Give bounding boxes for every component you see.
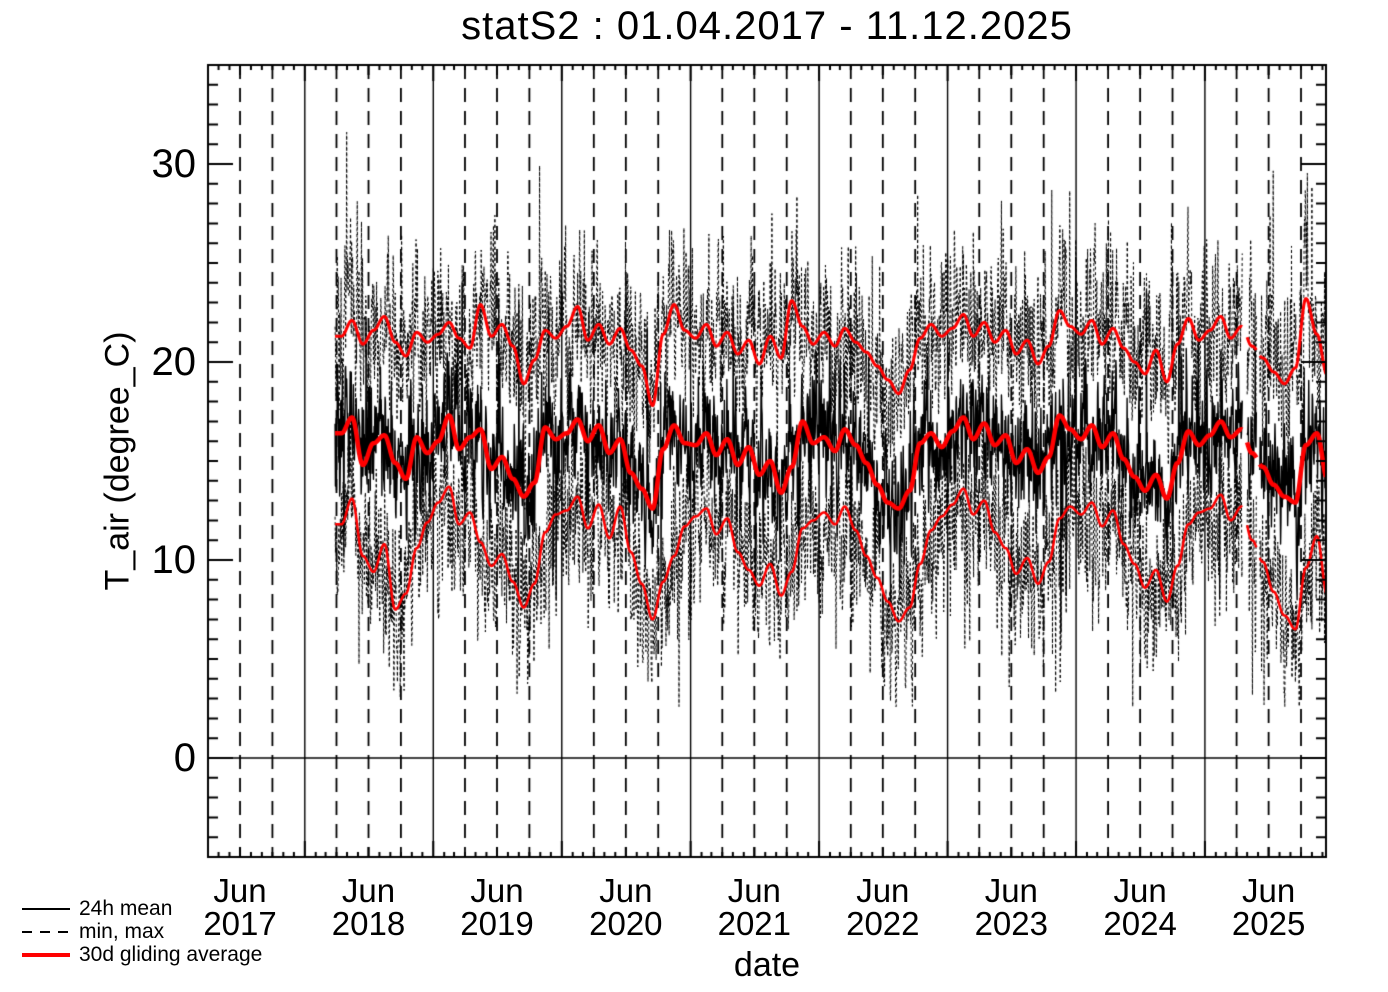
x-tick-year: 2022 bbox=[846, 905, 920, 942]
solid-line-icon bbox=[22, 907, 70, 910]
x-tick-label-2025: Jun 2025 bbox=[1199, 874, 1339, 940]
chart-title: statS2 : 01.04.2017 - 11.12.2025 bbox=[461, 4, 1073, 48]
x-tick-year: 2017 bbox=[203, 905, 277, 942]
x-tick-year: 2018 bbox=[331, 905, 406, 942]
x-tick-year: 2019 bbox=[460, 905, 534, 942]
legend-item-24h-mean: 24h mean bbox=[22, 897, 262, 920]
x-tick-month: Jun bbox=[727, 872, 781, 909]
y-tick-label-0: 0 bbox=[173, 736, 196, 780]
y-tick-label-30: 30 bbox=[151, 142, 197, 186]
x-tick-year: 2020 bbox=[589, 905, 663, 942]
legend-item-min-max: min, max bbox=[22, 920, 262, 943]
x-tick-label-2024: Jun 2024 bbox=[1070, 874, 1210, 940]
x-tick-label-2019: Jun 2019 bbox=[427, 874, 567, 940]
x-tick-month: Jun bbox=[470, 872, 524, 909]
x-tick-year: 2025 bbox=[1231, 905, 1306, 942]
x-tick-label-2020: Jun 2020 bbox=[556, 874, 696, 940]
x-tick-month: Jun bbox=[599, 872, 653, 909]
x-tick-month: Jun bbox=[1242, 872, 1296, 909]
legend-item-30d-average: 30d gliding average bbox=[22, 943, 262, 966]
x-tick-label-2021: Jun 2021 bbox=[684, 874, 824, 940]
x-tick-month: Jun bbox=[213, 872, 267, 909]
x-tick-month: Jun bbox=[1113, 872, 1167, 909]
dashed-line-icon bbox=[22, 930, 70, 933]
legend-label: 24h mean bbox=[79, 896, 173, 920]
red-line-icon bbox=[22, 952, 70, 957]
y-tick-label-20: 20 bbox=[151, 340, 197, 384]
x-tick-month: Jun bbox=[856, 872, 910, 909]
x-tick-label-2022: Jun 2022 bbox=[813, 874, 953, 940]
x-axis-label: date bbox=[733, 946, 801, 984]
x-tick-month: Jun bbox=[984, 872, 1038, 909]
x-tick-year: 2023 bbox=[974, 905, 1048, 942]
x-tick-year: 2024 bbox=[1103, 905, 1177, 942]
x-tick-month: Jun bbox=[341, 872, 396, 909]
legend-label: 30d gliding average bbox=[79, 942, 263, 966]
x-tick-label-2023: Jun 2023 bbox=[941, 874, 1081, 940]
legend: 24h mean min, max 30d gliding average bbox=[22, 897, 262, 966]
x-tick-label-2017: Jun 2017 bbox=[170, 874, 310, 940]
legend-label: min, max bbox=[79, 919, 165, 943]
x-tick-label-2018: Jun 2018 bbox=[299, 874, 439, 940]
y-tick-label-10: 10 bbox=[151, 538, 197, 582]
x-tick-year: 2021 bbox=[717, 905, 792, 942]
